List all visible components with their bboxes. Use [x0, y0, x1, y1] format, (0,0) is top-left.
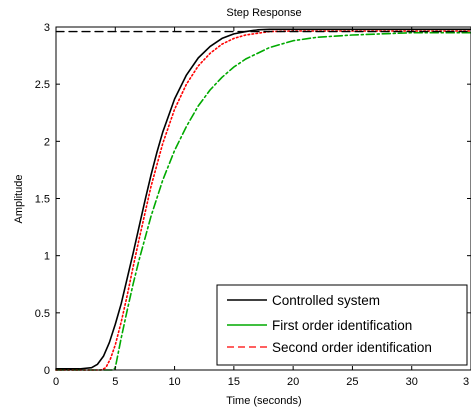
plot-layer [55, 28, 471, 371]
y-tick-label: 3 [44, 22, 50, 34]
chart-title: Step Response [226, 7, 301, 19]
x-tick-label: 25 [346, 376, 358, 388]
legend-label-controlled-system: Controlled system [272, 293, 380, 308]
y-tick-label: 1.5 [35, 194, 50, 206]
x-tick-label: 10 [168, 376, 180, 388]
y-tick-label: 2.5 [35, 79, 50, 91]
y-tick-label: 2 [44, 136, 50, 148]
series-first-order-identification [55, 31, 471, 371]
legend: Controlled system First order identifica… [216, 284, 468, 366]
tick-layer: 0 5 10 15 20 25 30 300.511.522.53 [35, 22, 471, 388]
legend-label-first-order: First order identification [272, 318, 412, 333]
y-tick-label: 1 [44, 251, 50, 263]
series-controlled-system [55, 28, 471, 370]
x-tick-label: 0 [53, 376, 59, 388]
legend-label-second-order: Second order identification [272, 340, 432, 355]
x-tick-label: 15 [228, 376, 240, 388]
x-tick-label: 3 [463, 376, 469, 388]
x-tick-label: 5 [112, 376, 118, 388]
x-tick-label: 30 [406, 376, 418, 388]
x-tick-label: 20 [287, 376, 299, 388]
y-tick-label: 0.5 [35, 308, 50, 320]
y-axis-label: Amplitude [13, 175, 25, 224]
x-axis-label: Time (seconds) [226, 395, 301, 407]
y-tick-label: 0 [44, 365, 50, 377]
